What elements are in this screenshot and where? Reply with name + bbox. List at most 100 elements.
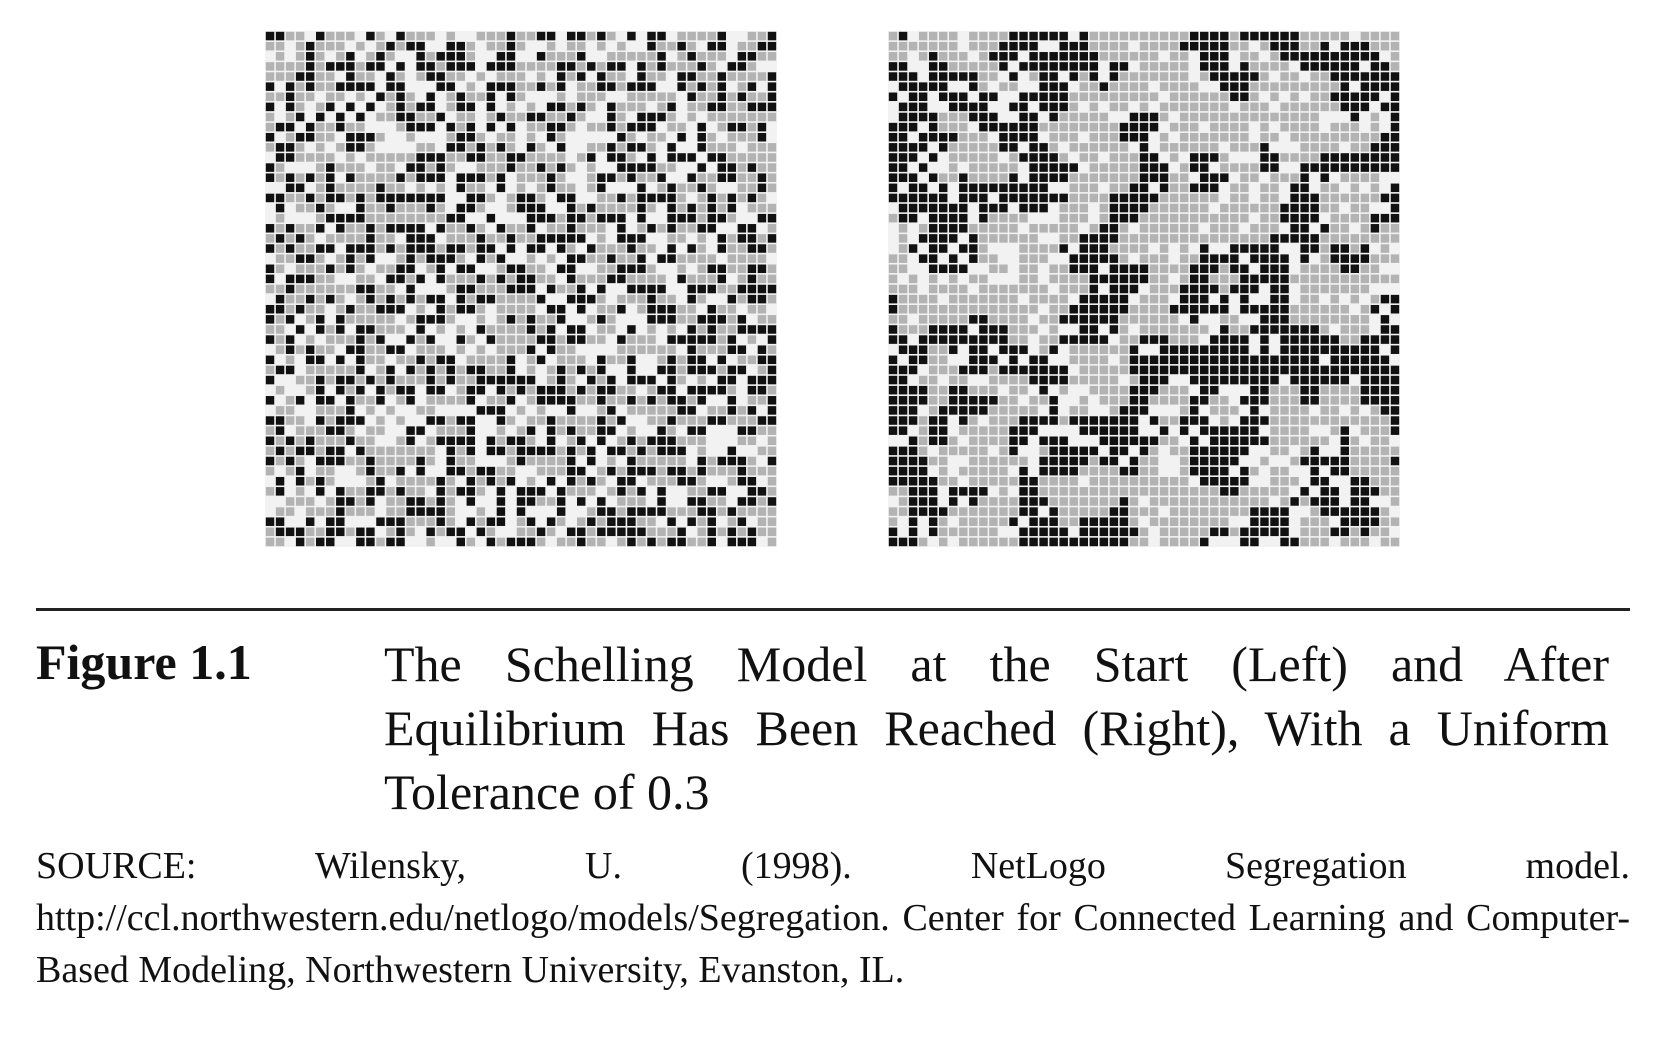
start-dark-agent: [426, 416, 435, 425]
start-light-agent: [667, 476, 676, 486]
start-dark-agent: [466, 122, 476, 132]
equilibrium-light-agent: [969, 466, 978, 476]
start-light-agent: [727, 254, 737, 263]
start-light-agent: [727, 244, 737, 253]
equilibrium-light-agent: [1189, 122, 1199, 132]
equilibrium-light-agent: [979, 31, 988, 41]
start-dark-agent: [285, 527, 295, 537]
equilibrium-light-agent: [1089, 132, 1099, 142]
equilibrium-light-agent: [1280, 466, 1289, 476]
start-dark-agent: [717, 385, 726, 395]
equilibrium-light-agent: [1149, 476, 1159, 486]
start-dark-agent: [627, 456, 636, 466]
equilibrium-light-agent: [1019, 274, 1028, 284]
equilibrium-light-agent: [939, 122, 948, 132]
equilibrium-light-agent: [1039, 244, 1048, 253]
start-light-agent: [627, 385, 636, 395]
start-light-agent: [496, 345, 506, 354]
start-light-agent: [316, 62, 325, 71]
start-dark-agent: [506, 31, 516, 41]
start-light-agent: [617, 122, 626, 132]
equilibrium-dark-agent: [1290, 345, 1299, 354]
equilibrium-light-agent: [1029, 284, 1038, 294]
start-dark-agent: [265, 436, 275, 446]
equilibrium-dark-agent: [1310, 365, 1319, 375]
equilibrium-dark-agent: [959, 385, 968, 395]
start-dark-agent: [657, 497, 666, 506]
start-dark-agent: [607, 102, 616, 112]
equilibrium-dark-agent: [1200, 345, 1209, 354]
equilibrium-dark-agent: [888, 385, 898, 395]
start-light-agent: [326, 284, 335, 294]
equilibrium-light-agent: [1129, 476, 1139, 486]
start-dark-agent: [767, 325, 777, 334]
equilibrium-dark-agent: [1079, 52, 1088, 61]
start-dark-agent: [265, 517, 275, 526]
equilibrium-light-agent: [1079, 82, 1088, 91]
start-light-agent: [305, 234, 315, 243]
start-light-agent: [627, 426, 636, 435]
equilibrium-dark-agent: [908, 183, 918, 193]
equilibrium-light-agent: [1340, 416, 1349, 425]
start-dark-agent: [747, 385, 757, 395]
start-dark-agent: [356, 325, 365, 334]
equilibrium-dark-agent: [1079, 304, 1088, 314]
equilibrium-light-agent: [1099, 365, 1109, 375]
equilibrium-light-agent: [1380, 244, 1390, 253]
equilibrium-dark-agent: [1019, 416, 1028, 425]
start-dark-agent: [546, 517, 556, 526]
equilibrium-light-agent: [1300, 446, 1309, 456]
start-light-agent: [466, 234, 476, 243]
start-dark-agent: [486, 244, 496, 253]
equilibrium-light-agent: [1129, 153, 1139, 162]
start-light-agent: [386, 163, 395, 172]
start-light-agent: [416, 406, 425, 415]
start-light-agent: [356, 487, 365, 496]
equilibrium-dark-agent: [1089, 274, 1099, 284]
equilibrium-dark-agent: [1340, 102, 1349, 112]
equilibrium-dark-agent: [1290, 213, 1299, 223]
equilibrium-dark-agent: [1230, 426, 1239, 435]
start-light-agent: [597, 92, 606, 102]
equilibrium-light-agent: [1240, 163, 1249, 172]
start-light-agent: [295, 153, 305, 162]
start-light-agent: [687, 41, 696, 51]
equilibrium-light-agent: [1240, 203, 1249, 213]
start-dark-agent: [346, 264, 355, 274]
equilibrium-light-agent: [1360, 203, 1370, 213]
start-dark-agent: [687, 244, 696, 253]
start-dark-agent: [486, 446, 496, 456]
start-dark-agent: [667, 254, 676, 263]
start-light-agent: [386, 92, 395, 102]
equilibrium-light-agent: [1280, 446, 1289, 456]
equilibrium-dark-agent: [1200, 52, 1209, 61]
equilibrium-light-agent: [1159, 274, 1169, 284]
equilibrium-light-agent: [1139, 476, 1149, 486]
start-light-agent: [757, 203, 767, 213]
equilibrium-dark-agent: [1049, 375, 1058, 385]
equilibrium-dark-agent: [898, 335, 908, 344]
start-light-agent: [496, 294, 506, 304]
start-dark-agent: [446, 355, 455, 365]
start-light-agent: [607, 325, 616, 334]
equilibrium-dark-agent: [908, 396, 918, 405]
start-dark-agent: [647, 315, 656, 324]
equilibrium-dark-agent: [1240, 355, 1249, 365]
equilibrium-light-agent: [898, 304, 908, 314]
equilibrium-light-agent: [1139, 213, 1149, 223]
start-dark-agent: [396, 62, 405, 71]
start-light-agent: [587, 507, 596, 516]
start-light-agent: [456, 456, 465, 466]
equilibrium-light-agent: [1270, 224, 1279, 233]
start-light-agent: [577, 62, 586, 71]
start-light-agent: [707, 274, 716, 284]
start-dark-agent: [295, 112, 305, 122]
equilibrium-light-agent: [1300, 31, 1309, 41]
equilibrium-dark-agent: [1109, 426, 1119, 435]
start-dark-agent: [697, 132, 706, 142]
start-light-agent: [326, 365, 335, 375]
equilibrium-light-agent: [1069, 355, 1078, 365]
equilibrium-dark-agent: [1300, 183, 1309, 193]
start-light-agent: [376, 345, 385, 354]
equilibrium-dark-agent: [918, 355, 928, 365]
